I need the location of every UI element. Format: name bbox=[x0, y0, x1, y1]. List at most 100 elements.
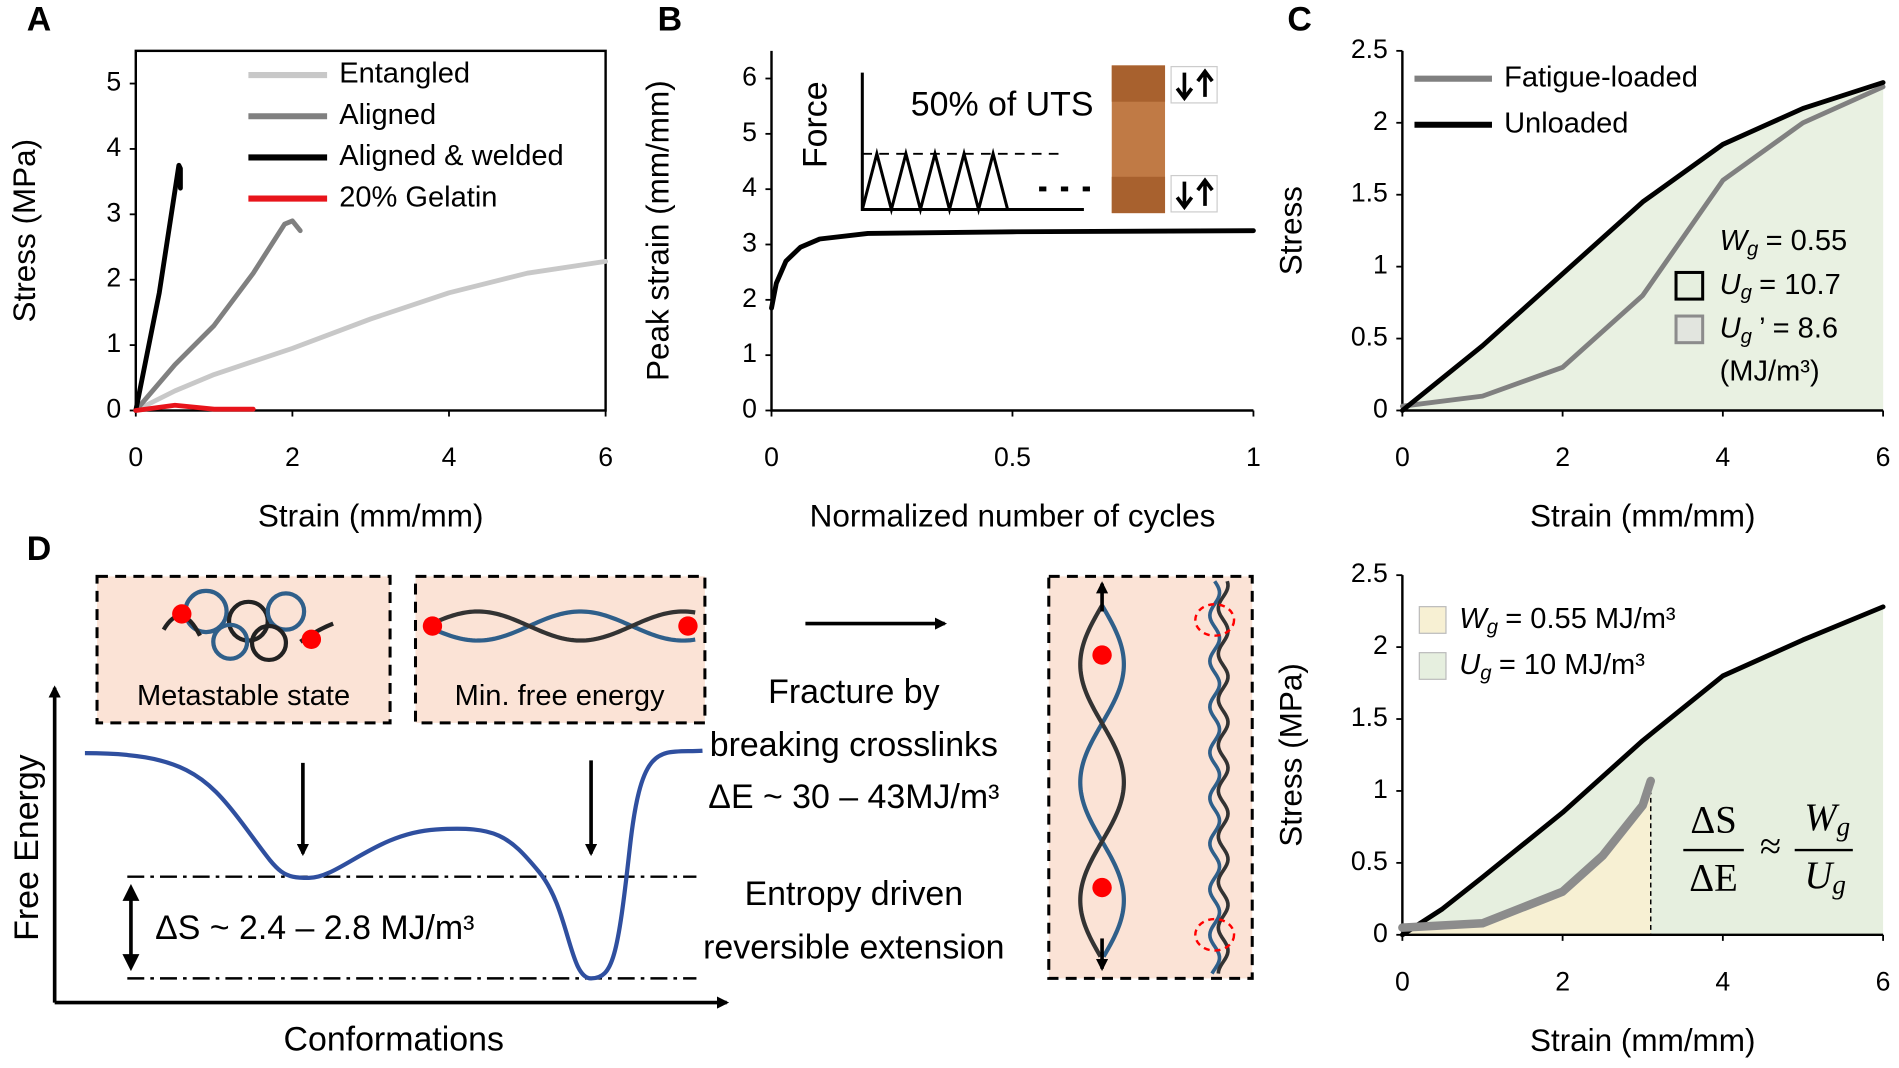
y-tick-label: 1.5 bbox=[1351, 702, 1388, 732]
x-tick-label: 2 bbox=[1555, 442, 1570, 472]
line-series bbox=[133, 162, 183, 413]
crosslink bbox=[1092, 877, 1112, 898]
chart: 0 0.5 1 1.5 2 2.5 0 2 4 6 Strain (mm/mm) Stress Fati… bbox=[1274, 34, 1891, 534]
area-fill bbox=[1402, 82, 1884, 411]
specimen-grip bbox=[1111, 65, 1166, 102]
x-tick-label: 4 bbox=[442, 442, 457, 472]
x-axis-label: Strain (mm/mm) bbox=[258, 499, 484, 534]
line-series bbox=[133, 402, 256, 413]
strand bbox=[1078, 604, 1126, 958]
panel-label: A bbox=[27, 1, 51, 39]
arrow-box bbox=[1170, 174, 1218, 213]
annotation-box bbox=[1674, 270, 1705, 301]
crosslink bbox=[1092, 645, 1112, 665]
y-tick-label: 3 bbox=[106, 197, 121, 227]
y-tick-label: 2 bbox=[742, 283, 757, 313]
y-tick-label: 1 bbox=[1373, 250, 1388, 280]
y-tick-label: 1.5 bbox=[1351, 178, 1388, 208]
subscript: g bbox=[1747, 239, 1759, 261]
line-series bbox=[1399, 84, 1886, 409]
text: = 0.55 MJ/m³ bbox=[1505, 603, 1676, 635]
rich-text: Wg = 0.55 MJ/m³ bbox=[1459, 603, 1676, 639]
y-tick-label: 1 bbox=[1373, 774, 1388, 804]
symbol: U bbox=[1459, 649, 1481, 681]
energy-curve bbox=[84, 748, 703, 981]
x-axis-label: Conformations bbox=[284, 1020, 504, 1058]
x-tick-label: 1 bbox=[1246, 442, 1261, 472]
y-tick-label: 2.5 bbox=[1351, 34, 1388, 64]
unit-label: (MJ/m³) bbox=[1720, 356, 1820, 388]
subscript: g bbox=[1487, 617, 1499, 639]
y-tick-label: 0 bbox=[1373, 394, 1388, 424]
subscript: g bbox=[1832, 870, 1846, 900]
strand bbox=[1216, 580, 1230, 974]
legend-label: Unloaded bbox=[1504, 107, 1628, 139]
eq-relation: ≈ bbox=[1760, 825, 1781, 868]
delta-s: ΔS ~ 2.4 – 2.8 MJ/m³ bbox=[155, 909, 474, 947]
y-tick-label: 1 bbox=[742, 338, 757, 368]
arrow-box bbox=[1170, 65, 1218, 104]
strand bbox=[1078, 604, 1126, 958]
rich-text: Ug bbox=[1804, 854, 1846, 900]
x-tick-label: 0 bbox=[1395, 966, 1410, 996]
crosslink bbox=[172, 604, 192, 624]
y-tick-label: 6 bbox=[742, 62, 757, 92]
strand bbox=[425, 609, 696, 643]
x-tick-label: 4 bbox=[1715, 966, 1730, 996]
y-tick-label: 0.5 bbox=[1351, 322, 1388, 352]
x-tick-label: 6 bbox=[598, 442, 613, 472]
y-tick-label: 2 bbox=[1373, 106, 1388, 136]
symbol: U bbox=[1804, 854, 1835, 897]
y-tick-label: 2.5 bbox=[1351, 558, 1388, 588]
x-tick-label: 2 bbox=[1555, 966, 1570, 996]
x-tick-label: 0 bbox=[1395, 442, 1410, 472]
rich-text: Wg = 0.55 bbox=[1720, 225, 1848, 261]
strands bbox=[422, 580, 1236, 975]
chart: Force 50% of UTS 0 1 2 3 4 5 6 0 0.5 1 Normalized … bbox=[640, 50, 1261, 534]
subscript: g bbox=[1741, 283, 1753, 305]
legend-label: Fatigue-loaded bbox=[1504, 61, 1698, 93]
y-tick-label: 0.5 bbox=[1351, 846, 1388, 876]
subscript: g bbox=[1480, 663, 1492, 685]
subscript: g bbox=[1741, 326, 1753, 348]
line-series bbox=[1399, 604, 1886, 938]
legend-label: Entangled bbox=[339, 58, 470, 90]
symbol: U bbox=[1720, 312, 1742, 344]
y-tick-label: 3 bbox=[742, 228, 757, 258]
x-tick-label: 0 bbox=[764, 442, 779, 472]
specimen-grip bbox=[1111, 176, 1166, 214]
broken-link bbox=[1194, 603, 1236, 637]
broken-link bbox=[1194, 917, 1236, 952]
diagram: Metastable state Min. free energy Fractu… bbox=[8, 574, 1254, 1058]
rich-text: Ug ’ = 8.6 bbox=[1720, 312, 1838, 348]
chart: 0 1 2 3 4 5 0 2 4 6 Strain (mm/mm) Stress (MPa) Enta… bbox=[7, 49, 613, 534]
x-tick-label: 0 bbox=[128, 442, 143, 472]
y-tick-label: 1 bbox=[106, 328, 121, 358]
x-axis-label: Normalized number of cycles bbox=[810, 499, 1216, 534]
text: = 10 MJ/m³ bbox=[1499, 649, 1645, 681]
legend-box bbox=[1418, 606, 1447, 634]
y-tick-label: 5 bbox=[106, 67, 121, 97]
inset-bg bbox=[839, 53, 1060, 285]
crosslink bbox=[678, 616, 698, 636]
fracture-text: breaking crosslinks bbox=[710, 726, 998, 764]
legend-label: Aligned bbox=[339, 99, 436, 131]
y-tick-label: 0 bbox=[742, 394, 757, 424]
x-tick-label: 2 bbox=[285, 442, 300, 472]
y-tick-label: 2 bbox=[106, 263, 121, 293]
legend-label: Aligned & welded bbox=[339, 140, 563, 172]
x-tick-label: 0.5 bbox=[994, 442, 1031, 472]
symbol: W bbox=[1804, 796, 1840, 839]
entropy-text: Entropy driven bbox=[745, 875, 964, 913]
eq-term: ΔE bbox=[1689, 856, 1738, 899]
crosslink bbox=[301, 629, 322, 650]
y-axis-label: Stress (MPa) bbox=[7, 139, 42, 323]
strand bbox=[425, 609, 696, 643]
state-label: Min. free energy bbox=[455, 680, 665, 712]
arrows bbox=[1175, 68, 1214, 211]
rich-text: Ug = 10 MJ/m³ bbox=[1459, 649, 1645, 685]
state-box bbox=[413, 574, 707, 725]
line-series bbox=[133, 258, 609, 413]
line-series bbox=[1398, 776, 1655, 932]
chart: 0 0.5 1 1.5 2 2.5 0 2 4 6 Strain (mm/mm) Stress (MP… bbox=[1274, 558, 1891, 1058]
